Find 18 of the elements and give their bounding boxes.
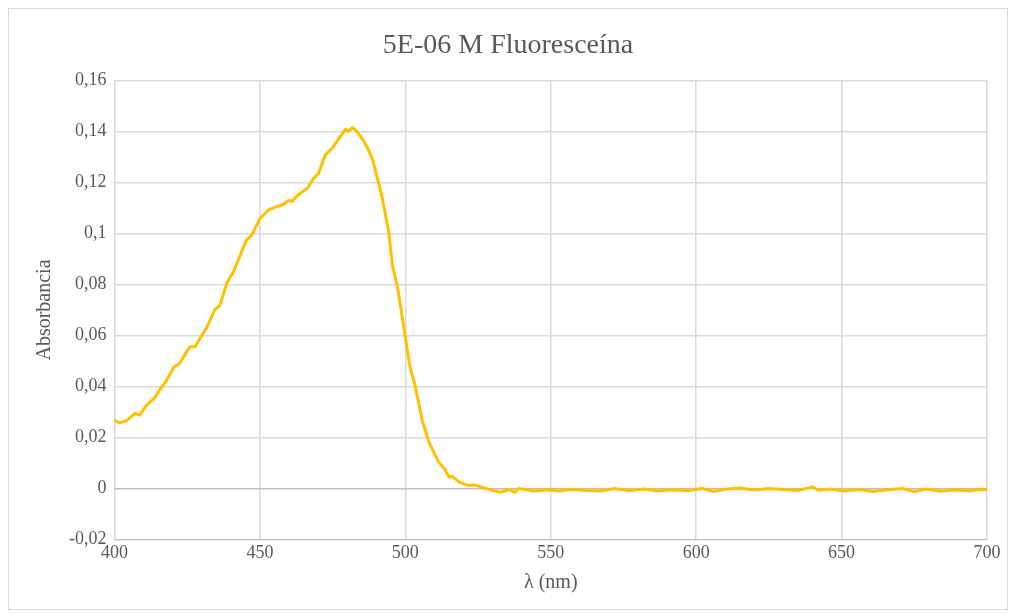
y-axis-title: Absorbancia bbox=[32, 259, 55, 361]
y-tick-label: 0,14 bbox=[74, 120, 107, 141]
y-tick-label: 0,02 bbox=[74, 426, 107, 447]
x-axis-title: λ (nm) bbox=[523, 570, 578, 594]
y-tick-label: 0,12 bbox=[74, 171, 107, 192]
x-tick-label: 600 bbox=[682, 541, 710, 562]
y-tick-label: 0,16 bbox=[74, 69, 107, 90]
y-tick-label: 0,06 bbox=[74, 324, 107, 345]
y-tick-label: 0 bbox=[97, 477, 107, 498]
chart-title: 5E-06 M Fluoresceína bbox=[382, 28, 634, 60]
x-tick-label: 500 bbox=[391, 541, 419, 562]
y-tick-label: 0,1 bbox=[83, 222, 107, 243]
x-tick-label: 650 bbox=[828, 541, 856, 562]
x-tick-label: 450 bbox=[246, 541, 274, 562]
y-tick-label: 0,04 bbox=[74, 375, 107, 396]
x-tick-label: 550 bbox=[537, 541, 565, 562]
y-tick-label: 0,08 bbox=[74, 273, 107, 294]
x-tick-label: 700 bbox=[973, 541, 1001, 562]
